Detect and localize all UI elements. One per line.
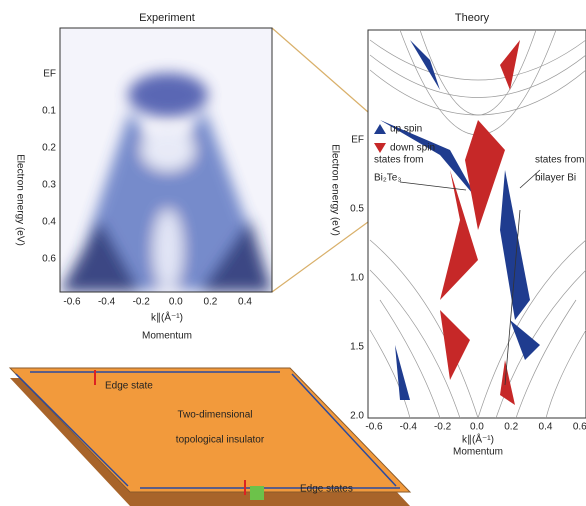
diagram-label: Two-dimensional <box>177 410 252 421</box>
y-tick-label: EF <box>351 135 364 146</box>
arpes-image <box>60 28 272 292</box>
y-tick-label: 0.3 <box>42 180 56 191</box>
panel-title: Theory <box>455 12 490 24</box>
annotation: states from <box>535 155 584 166</box>
x-tick-label: 0.4 <box>539 422 553 433</box>
x-tick-label: 0.0 <box>169 297 183 308</box>
diagram-label: topological insulator <box>176 435 265 446</box>
y-tick-label: 0.1 <box>42 106 56 117</box>
annotation: states from <box>374 155 423 166</box>
annotation: bilayer Bi <box>535 173 576 184</box>
x-tick-label: 0.4 <box>238 297 252 308</box>
x-tick-label: 0.2 <box>203 297 217 308</box>
y-tick-label: EF <box>43 69 56 80</box>
y-label: Electron energy (eV) <box>329 144 340 236</box>
y-tick-label: 1.0 <box>350 273 364 284</box>
x-caption: Momentum <box>142 331 192 342</box>
y-tick-label: 2.0 <box>350 411 364 422</box>
legend-entry: down spin <box>390 143 435 154</box>
x-tick-label: -0.2 <box>434 422 452 433</box>
x-tick-label: 0.0 <box>470 422 484 433</box>
x-tick-label: -0.2 <box>133 297 151 308</box>
diagram-label: Edge state <box>105 381 153 392</box>
x-label: k∥(Å⁻¹) <box>151 311 183 324</box>
y-tick-label: 0.4 <box>42 217 56 228</box>
x-label: k∥(Å⁻¹) <box>462 433 494 446</box>
x-caption: Momentum <box>453 447 503 458</box>
legend-entry: up spin <box>390 124 422 135</box>
x-tick-label: 0.2 <box>504 422 518 433</box>
panel-title: Experiment <box>139 12 195 24</box>
x-tick-label: 0.6 <box>573 422 586 433</box>
x-tick-label: -0.4 <box>98 297 116 308</box>
x-tick-label: -0.6 <box>63 297 81 308</box>
y-tick-label: 0.2 <box>42 143 56 154</box>
y-tick-label: 1.5 <box>350 342 364 353</box>
x-tick-label: -0.6 <box>365 422 383 433</box>
band-structure <box>368 30 586 418</box>
y-label: Electron energy (eV) <box>14 154 25 246</box>
annotation: Bi₂Te₃ <box>374 173 401 184</box>
y-tick-label: 0.6 <box>42 254 56 265</box>
figure: Experiment k∥(Å⁻¹) Momentum Electron ene… <box>0 0 586 506</box>
y-tick-label: 0.5 <box>350 204 364 215</box>
x-tick-label: -0.4 <box>400 422 418 433</box>
diagram-label: Edge states <box>300 484 353 495</box>
